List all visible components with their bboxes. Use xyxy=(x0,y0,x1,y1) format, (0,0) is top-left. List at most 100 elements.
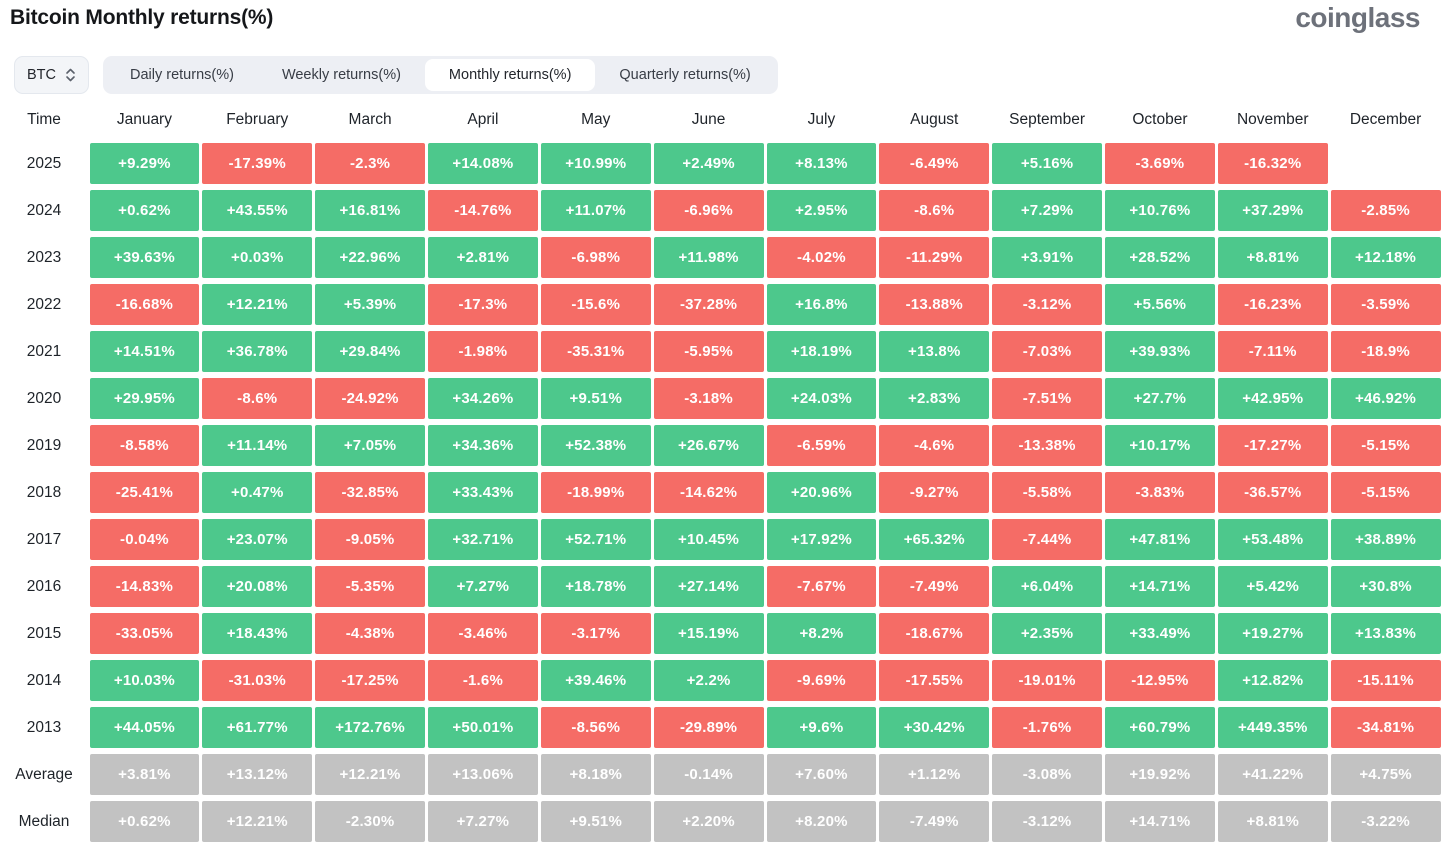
return-cell-2023-august: -11.29% xyxy=(879,237,990,278)
returns-table: Time January February March April May June July… xyxy=(0,106,1442,845)
return-cell-2020-october: +27.7% xyxy=(1105,378,1215,419)
cell-slot: -31.03% xyxy=(201,657,314,704)
return-cell-2021-may: -35.31% xyxy=(540,331,651,372)
cell-slot: -13.38% xyxy=(991,422,1104,469)
return-cell-2013-january: +44.05% xyxy=(89,707,200,748)
cell-slot: -11.29% xyxy=(878,234,991,281)
cell-slot: +30.42% xyxy=(878,704,991,751)
return-cell-average-november: +41.22% xyxy=(1217,754,1328,795)
row-label-2014: 2014 xyxy=(26,671,62,689)
return-cell-2020-february: -8.6% xyxy=(202,378,313,419)
return-cell-2017-october: +47.81% xyxy=(1105,519,1215,560)
cell-slot: +10.99% xyxy=(539,140,652,187)
return-cell-2017-august: +65.32% xyxy=(879,519,990,560)
cell-slot: +9.51% xyxy=(539,375,652,422)
cell-slot: +38.89% xyxy=(1329,516,1442,563)
row-label-2025: 2025 xyxy=(26,154,62,172)
cell-slot: +30.8% xyxy=(1329,563,1442,610)
return-cell-2019-december: -5.15% xyxy=(1330,425,1441,466)
cell-slot: +0.62% xyxy=(88,798,201,845)
return-cell-2024-february: +43.55% xyxy=(202,190,313,231)
return-cell-2022-june: -37.28% xyxy=(653,284,764,325)
return-cell-2023-december: +12.18% xyxy=(1330,237,1441,278)
cell-slot: -35.31% xyxy=(539,328,652,375)
cell-slot: +7.27% xyxy=(427,563,540,610)
return-cell-2018-august: -9.27% xyxy=(879,472,990,513)
tab-weekly-returns[interactable]: Weekly returns(%) xyxy=(258,59,425,91)
cell-slot: +24.03% xyxy=(765,375,878,422)
cell-slot: -4.02% xyxy=(765,234,878,281)
return-cell-2016-december: +30.8% xyxy=(1330,566,1441,607)
return-cell-2017-may: +52.71% xyxy=(540,519,651,560)
cell-slot: -8.56% xyxy=(539,704,652,751)
cell-slot: +34.26% xyxy=(427,375,540,422)
return-cell-2022-july: +16.8% xyxy=(766,284,877,325)
return-cell-2021-november: -7.11% xyxy=(1217,331,1328,372)
cell-slot: +14.08% xyxy=(427,140,540,187)
row-label-2017: 2017 xyxy=(26,530,62,548)
cell-slot: -0.04% xyxy=(88,516,201,563)
row-label-2015: 2015 xyxy=(26,624,62,642)
return-cell-2019-march: +7.05% xyxy=(315,425,425,466)
cell-slot: +2.2% xyxy=(652,657,765,704)
cell-slot: -5.15% xyxy=(1329,469,1442,516)
cell-slot: -6.98% xyxy=(539,234,652,281)
return-cell-2021-july: +18.19% xyxy=(766,331,877,372)
return-cell-2013-february: +61.77% xyxy=(202,707,313,748)
return-cell-2023-october: +28.52% xyxy=(1105,237,1215,278)
return-cell-2016-august: -7.49% xyxy=(879,566,990,607)
return-cell-2018-january: -25.41% xyxy=(89,472,200,513)
return-cell-2022-february: +12.21% xyxy=(202,284,313,325)
return-cell-2025-march: -2.3% xyxy=(315,143,425,184)
return-cell-median-september: -3.12% xyxy=(992,801,1102,842)
return-cell-2016-october: +14.71% xyxy=(1105,566,1215,607)
cell-slot: -7.51% xyxy=(991,375,1104,422)
return-cell-2023-march: +22.96% xyxy=(315,237,425,278)
return-cell-2017-april: +32.71% xyxy=(428,519,538,560)
cell-slot: +39.63% xyxy=(88,234,201,281)
symbol-select[interactable]: BTC xyxy=(14,56,89,94)
cell-slot: -7.49% xyxy=(878,563,991,610)
cell-slot: +13.8% xyxy=(878,328,991,375)
cell-slot: -2.3% xyxy=(314,140,427,187)
tab-monthly-returns[interactable]: Monthly returns(%) xyxy=(424,59,596,91)
cell-slot: -14.83% xyxy=(88,563,201,610)
row-label-2016: 2016 xyxy=(26,577,62,595)
cell-slot: -17.39% xyxy=(201,140,314,187)
cell-slot: +33.49% xyxy=(1104,610,1217,657)
return-cell-2019-february: +11.14% xyxy=(202,425,313,466)
return-cell-2022-october: +5.56% xyxy=(1105,284,1215,325)
cell-slot: +28.52% xyxy=(1104,234,1217,281)
cell-slot: -12.95% xyxy=(1104,657,1217,704)
return-cell-2015-december: +13.83% xyxy=(1330,613,1441,654)
column-header-june: June xyxy=(691,111,726,128)
return-cell-average-april: +13.06% xyxy=(428,754,538,795)
return-cell-median-march: -2.30% xyxy=(315,801,425,842)
cell-slot: -13.88% xyxy=(878,281,991,328)
cell-slot: +8.13% xyxy=(765,140,878,187)
column-header-november: November xyxy=(1236,111,1309,128)
tab-daily-returns[interactable]: Daily returns(%) xyxy=(106,59,258,91)
cell-slot: -14.62% xyxy=(652,469,765,516)
return-cell-2020-january: +29.95% xyxy=(89,378,200,419)
return-cell-2025-november: -16.32% xyxy=(1217,143,1328,184)
return-cell-2021-august: +13.8% xyxy=(879,331,990,372)
cell-slot: +16.81% xyxy=(314,187,427,234)
tab-quarterly-returns[interactable]: Quarterly returns(%) xyxy=(595,59,774,91)
return-cell-2014-may: +39.46% xyxy=(540,660,651,701)
return-cell-2016-july: -7.67% xyxy=(766,566,877,607)
cell-slot: +14.51% xyxy=(88,328,201,375)
cell-slot: +47.81% xyxy=(1104,516,1217,563)
cell-slot: +5.16% xyxy=(991,140,1104,187)
cell-slot: +8.81% xyxy=(1216,798,1329,845)
return-cell-average-september: -3.08% xyxy=(992,754,1102,795)
return-cell-2022-april: -17.3% xyxy=(428,284,538,325)
cell-slot: -2.30% xyxy=(314,798,427,845)
cell-slot: +7.27% xyxy=(427,798,540,845)
return-cell-median-june: +2.20% xyxy=(653,801,764,842)
return-cell-average-february: +13.12% xyxy=(202,754,313,795)
return-cell-2016-february: +20.08% xyxy=(202,566,313,607)
return-cell-2014-december: -15.11% xyxy=(1330,660,1441,701)
return-cell-2024-april: -14.76% xyxy=(428,190,538,231)
cell-slot: +9.29% xyxy=(88,140,201,187)
